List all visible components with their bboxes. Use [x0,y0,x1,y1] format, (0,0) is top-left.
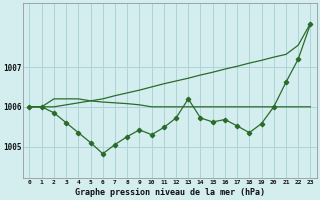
X-axis label: Graphe pression niveau de la mer (hPa): Graphe pression niveau de la mer (hPa) [75,188,265,197]
